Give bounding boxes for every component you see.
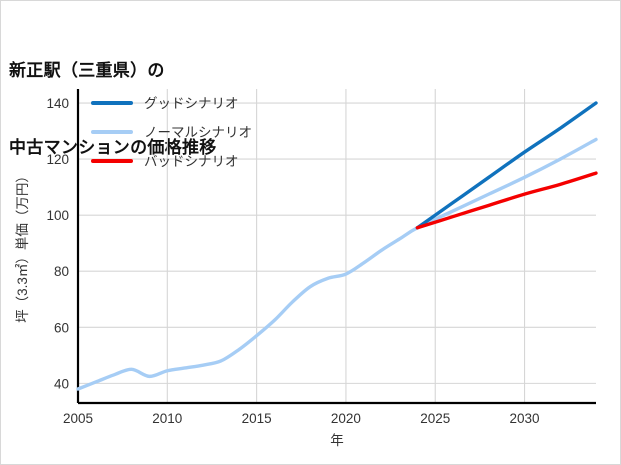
x-tick-label: 2005: [63, 411, 93, 426]
legend-label-2: バッドシナリオ: [144, 154, 239, 169]
y-tick-label: 120: [46, 152, 69, 167]
y-tick-label: 60: [54, 320, 69, 335]
legend-label-1: ノーマルシナリオ: [144, 125, 252, 140]
page-title: 新正駅（三重県）の 中古マンションの価格推移: [9, 7, 217, 211]
y-tick-label: 140: [46, 96, 69, 111]
y-axis-title: 坪（3.3㎡）単価（万円）: [15, 169, 30, 323]
y-tick-label: 100: [46, 208, 69, 223]
x-tick-label: 2015: [242, 411, 272, 426]
y-tick-label: 40: [54, 376, 69, 391]
series-line-bad: [415, 171, 598, 230]
series-line-good: [415, 101, 598, 230]
x-tick-label: 2020: [331, 411, 361, 426]
legend-label-0: グッドシナリオ: [144, 96, 239, 111]
page-title-line-1: 新正駅（三重県）の: [9, 61, 165, 80]
x-tick-label: 2010: [152, 411, 182, 426]
x-tick-label: 2025: [420, 411, 450, 426]
x-tick-label: 2030: [510, 411, 540, 426]
page-title-line-2: 中古マンションの価格推移: [9, 137, 217, 157]
x-axis-title: 年: [330, 433, 344, 448]
y-tick-label: 80: [54, 264, 69, 279]
series-line-normal: [76, 137, 598, 391]
